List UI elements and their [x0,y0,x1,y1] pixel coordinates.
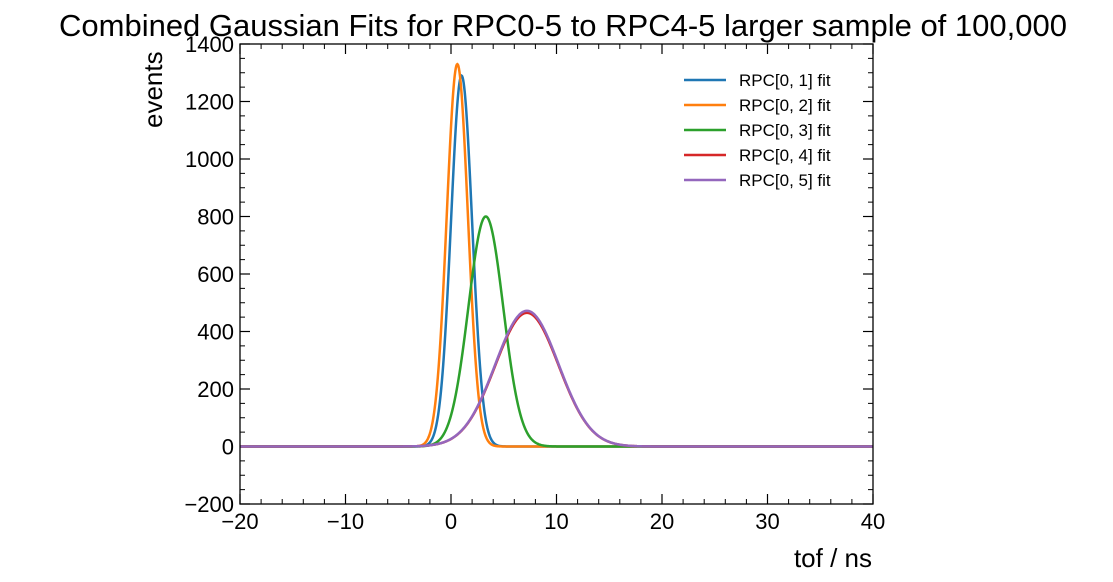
x-tick-label: −10 [327,509,364,534]
legend-label: RPC[0, 2] fit [739,96,831,115]
x-tick-label: −20 [221,509,258,534]
y-tick-label: 600 [197,262,234,287]
x-axis-label: tof / ns [794,543,872,573]
y-axis-label: events [138,51,168,128]
axis-ticks: −20 −10 0 10 20 30 40 −200 0 200 400 600 800 1000 1200… [184,32,885,534]
series-line-rpc-0-5 [240,309,873,448]
y-tick-label: 0 [222,435,234,460]
x-tick-label: 30 [755,509,779,534]
legend-label: RPC[0, 3] fit [739,121,831,140]
x-tick-label: 10 [544,509,568,534]
y-tick-label: 400 [197,320,234,345]
y-tick-label: −200 [184,492,234,517]
x-tick-label: 40 [861,509,885,534]
plot-frame [239,43,874,505]
series-line-rpc-0-3 [240,215,873,448]
legend-label: RPC[0, 4] fit [739,146,831,165]
y-tick-label: 800 [197,205,234,230]
series-line-rpc-0-4 [240,311,873,448]
y-tick-label: 1400 [185,32,234,57]
x-tick-label: 20 [650,509,674,534]
legend-label: RPC[0, 1] fit [739,71,831,90]
chart-title: Combined Gaussian Fits for RPC0-5 to RPC… [59,8,1067,43]
y-tick-label: 1200 [185,90,234,115]
y-tick-label: 1000 [185,147,234,172]
x-tick-label: 0 [445,509,457,534]
legend: RPC[0, 1] fit RPC[0, 2] fit RPC[0, 3] fit R… [684,71,831,190]
legend-label: RPC[0, 5] fit [739,171,831,190]
plot-curves [240,62,873,448]
y-tick-label: 200 [197,377,234,402]
